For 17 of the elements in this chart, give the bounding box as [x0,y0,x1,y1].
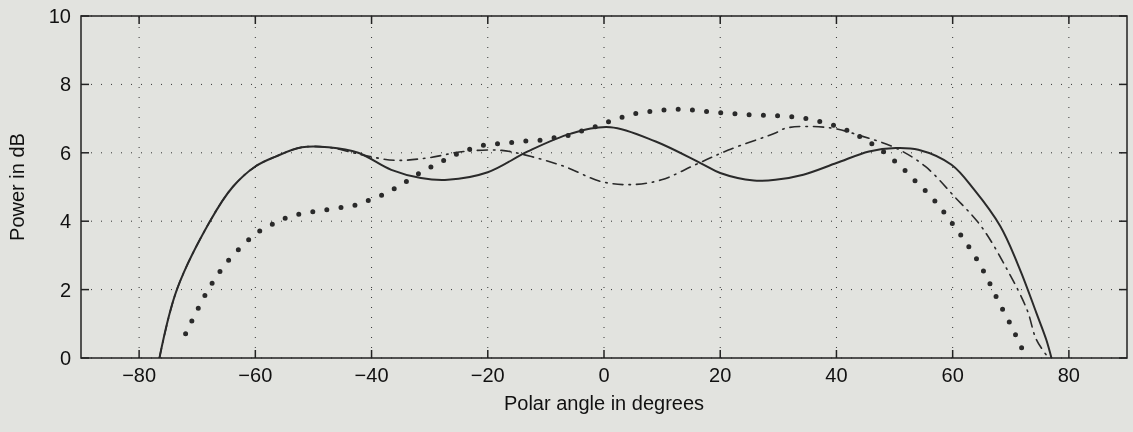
x-tick-label: 40 [825,364,848,386]
y-tick-label: 10 [48,5,71,27]
x-tick-label: −60 [238,364,273,386]
x-tick-label: 20 [709,364,732,386]
x-axis-title: Polar angle in degrees [503,392,705,414]
y-tick-label: 0 [59,347,71,369]
y-tick-label: 4 [59,210,71,233]
y-axis-title: Power in dB [6,133,28,241]
y-tick-label: 2 [59,278,71,301]
x-tick-label: −80 [122,364,157,386]
x-tick-label: 60 [941,364,964,386]
x-tick-label: −40 [354,364,389,386]
x-tick-label: 80 [1057,364,1081,386]
y-tick-label: 8 [59,73,71,96]
x-tick-label: −20 [470,364,505,386]
x-tick-label: 0 [598,364,610,386]
y-tick-label: 6 [59,141,71,164]
